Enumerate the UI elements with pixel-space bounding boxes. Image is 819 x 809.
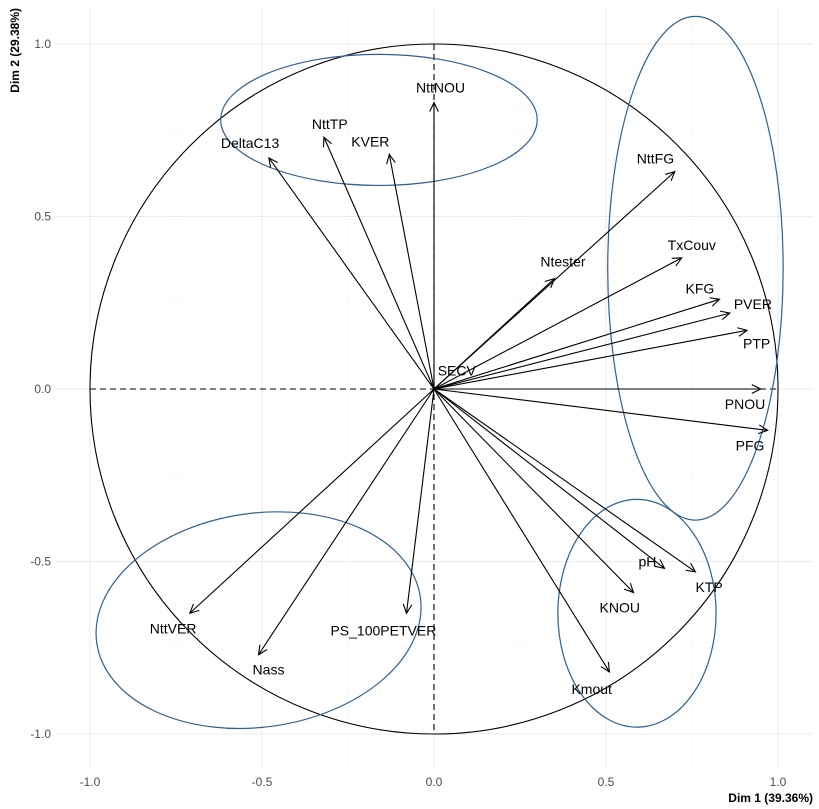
arrow-shaft-NttVER: [189, 388, 435, 614]
y-tick-label: 0.5: [34, 210, 51, 224]
arrow-shaft-Kmout: [433, 388, 610, 673]
label-Kmout: Kmout: [571, 681, 612, 697]
arrow-head-NttVER: [188, 603, 200, 615]
arrow-head-NttFG: [665, 170, 676, 182]
arrow-head-TxCouv: [671, 257, 683, 267]
label-PVER: PVER: [734, 296, 772, 312]
arrow-shaft-KTP: [433, 388, 696, 573]
label-NttTP: NttTP: [312, 116, 348, 132]
arrow-KVER: [386, 153, 435, 390]
label-KFG: KFG: [686, 280, 715, 296]
group-ellipse-2: [607, 15, 784, 521]
arrow-Nass: [257, 388, 435, 656]
arrow-head-Kmout: [600, 661, 611, 673]
variable-arrows: [188, 101, 769, 673]
arrow-head-PNOU: [751, 384, 763, 394]
label-KNOU: KNOU: [600, 600, 640, 616]
label-DeltaC13: DeltaC13: [221, 135, 280, 151]
label-NttVER: NttVER: [150, 620, 197, 636]
arrow-shaft-KFG: [433, 298, 720, 390]
x-tick-label: 0.0: [426, 775, 443, 789]
arrow-head-PS_100PETVER: [402, 603, 413, 615]
arrow-Ntester: [433, 277, 556, 390]
arrow-head-KVER: [386, 153, 396, 165]
arrow-shaft-PS_100PETVER: [405, 388, 435, 614]
arrow-head-NttNOU: [429, 101, 439, 112]
arrow-head-DeltaC13: [268, 156, 278, 168]
arrow-PTP: [433, 327, 749, 390]
arrow-head-pH: [654, 559, 666, 570]
arrow-head-KNOU: [623, 582, 635, 594]
x-tick-label: -0.5: [252, 775, 273, 789]
arrow-shaft-Nass: [258, 388, 435, 655]
arrow-KNOU: [433, 388, 635, 594]
arrow-shaft-PVER: [433, 312, 730, 390]
x-tick-label: 1.0: [770, 775, 787, 789]
y-tick-label: -0.5: [30, 555, 51, 569]
arrow-shaft-DeltaC13: [268, 157, 435, 390]
arrow-head-KFG: [709, 297, 721, 307]
arrow-head-Ntester: [544, 277, 556, 289]
arrow-shaft-pH: [433, 388, 665, 569]
label-PS_100PETVER: PS_100PETVER: [330, 622, 436, 638]
label-TxCouv: TxCouv: [668, 237, 716, 253]
label-KVER: KVER: [351, 133, 389, 149]
label-KTP: KTP: [695, 579, 722, 595]
arrow-head-KTP: [685, 562, 697, 573]
tick-labels: -1.0 -0.5 0.0 0.5 1.0 -1.0 -0.5 0.0 0.5 1.0: [30, 37, 786, 789]
arrow-DeltaC13: [268, 156, 435, 390]
x-tick-label: -1.0: [80, 775, 101, 789]
label-pH: pH: [638, 553, 656, 569]
label-PFG: PFG: [736, 437, 765, 453]
label-NttFG: NttFG: [637, 151, 674, 167]
group-ellipse-4: [95, 511, 422, 730]
arrow-PVER: [433, 310, 732, 390]
group-ellipse-3: [557, 498, 717, 728]
arrow-head-NttTP: [322, 135, 332, 148]
label-PTP: PTP: [743, 335, 770, 351]
arrow-shaft-NttTP: [323, 136, 435, 390]
arrow-TxCouv: [433, 257, 683, 390]
group-ellipse-1: [220, 53, 538, 187]
arrow-shaft-KVER: [388, 154, 435, 390]
arrow-head-PVER: [719, 310, 732, 320]
x-axis-title: Dim 1 (39.36%): [728, 791, 813, 805]
arrow-Kmout: [433, 388, 611, 673]
y-axis-title: Dim 2 (29.38%): [8, 8, 22, 93]
arrow-shaft-PFG: [433, 388, 768, 431]
arrow-PNOU: [434, 384, 763, 394]
y-tick-label: 0.0: [34, 382, 51, 396]
arrow-PFG: [433, 388, 769, 435]
arrow-PS_100PETVER: [402, 388, 435, 615]
arrow-NttNOU: [429, 101, 439, 389]
label-Nass: Nass: [253, 662, 285, 678]
arrow-pH: [433, 388, 666, 570]
y-tick-label: -1.0: [30, 727, 51, 741]
label-Ntester: Ntester: [540, 254, 585, 270]
arrow-head-PFG: [758, 424, 769, 435]
arrow-KFG: [433, 297, 721, 390]
arrow-KTP: [433, 388, 697, 573]
label-SECV: SECV: [438, 362, 477, 378]
arrow-NttTP: [322, 135, 435, 390]
arrow-shaft-KNOU: [433, 388, 634, 593]
arrow-shaft-TxCouv: [433, 257, 682, 390]
arrow-head-PTP: [737, 327, 749, 337]
x-tick-label: 0.5: [598, 775, 615, 789]
y-tick-label: 1.0: [34, 37, 51, 51]
arrow-NttVER: [188, 388, 435, 615]
variable-labels: NttNOU NttTP DeltaC13 KVER NttFG Ntester TxCou…: [150, 80, 772, 697]
group-ellipses: [95, 15, 784, 730]
arrow-head-Nass: [257, 644, 268, 656]
label-NttNOU: NttNOU: [416, 80, 465, 96]
arrow-shaft-Ntester: [433, 278, 555, 390]
label-PNOU: PNOU: [725, 396, 765, 412]
arrow-shaft-PTP: [433, 329, 748, 390]
